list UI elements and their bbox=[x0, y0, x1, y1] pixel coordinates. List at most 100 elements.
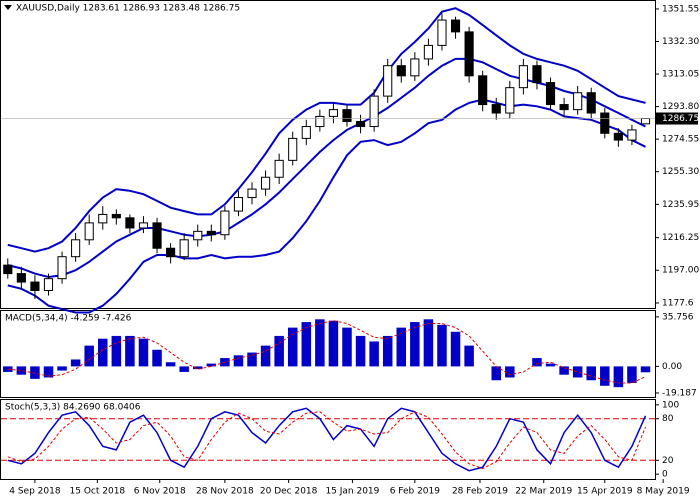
y-tick-label: 35.756 bbox=[662, 312, 694, 322]
candle-body bbox=[206, 230, 216, 236]
y-tick-label: 1313.05 bbox=[662, 70, 699, 80]
candle-body bbox=[247, 188, 257, 199]
macd-bar bbox=[382, 335, 393, 367]
macd-bar bbox=[165, 362, 176, 367]
macd-bar bbox=[98, 338, 108, 367]
main-title: XAUUSD,Daily 1283.61 1286.93 1283.48 128… bbox=[16, 4, 240, 14]
macd-bar bbox=[572, 366, 583, 378]
x-tick-label: 4 Sep 2018 bbox=[9, 487, 61, 497]
y-tick-label: 1255.30 bbox=[662, 167, 699, 177]
candle-body bbox=[166, 247, 176, 258]
y-tick-label: 1332.30 bbox=[662, 37, 699, 47]
line bbox=[7, 98, 646, 314]
candle-body bbox=[640, 118, 651, 125]
candle-body bbox=[355, 120, 366, 128]
macd-panel bbox=[0, 310, 656, 398]
y-tick-label: 1235.95 bbox=[662, 200, 699, 210]
x-tick-label: 22 Mar 2019 bbox=[515, 487, 572, 497]
y-tick-label: 1177.6 bbox=[662, 299, 694, 309]
candle-body bbox=[505, 87, 515, 114]
candle-body bbox=[559, 104, 569, 111]
y-tick-label: 20 bbox=[662, 456, 674, 466]
candle-body bbox=[84, 222, 94, 241]
macd-bar bbox=[84, 345, 94, 367]
y-tick-label: 1274.55 bbox=[662, 135, 699, 145]
macd-bar bbox=[423, 319, 434, 367]
line bbox=[7, 407, 647, 472]
x-tick-label: 15 Oct 2018 bbox=[70, 487, 126, 497]
candle-body bbox=[152, 222, 162, 249]
candle-body bbox=[16, 273, 26, 283]
x-tick-label: 28 Nov 2018 bbox=[196, 487, 254, 497]
candle-body bbox=[423, 44, 433, 60]
candle-body bbox=[437, 19, 447, 46]
stoch-title: Stoch(5,3,3) 84.2690 68.0406 bbox=[5, 403, 141, 413]
line bbox=[7, 57, 646, 279]
candle-body bbox=[30, 281, 40, 292]
macd-bar bbox=[600, 366, 610, 386]
candle-body bbox=[233, 197, 244, 212]
candle-body bbox=[478, 75, 488, 106]
candle-body bbox=[57, 256, 67, 280]
candle-body bbox=[125, 217, 135, 229]
x-tick-label: 15 Jan 2019 bbox=[325, 487, 379, 497]
candle-body bbox=[410, 58, 420, 77]
candle-body bbox=[71, 239, 81, 258]
macd-bar bbox=[532, 358, 542, 367]
macd-bar bbox=[464, 345, 474, 367]
macd-bar bbox=[396, 327, 407, 367]
x-tick-label: 15 Apr 2019 bbox=[577, 487, 633, 497]
macd-bar bbox=[410, 322, 420, 367]
candle-body bbox=[98, 213, 108, 224]
candle-body bbox=[138, 222, 149, 229]
candle-body bbox=[464, 31, 474, 77]
y-tick-label: 80 bbox=[662, 414, 674, 424]
line bbox=[7, 7, 646, 253]
price-label: 1286.75 bbox=[662, 114, 699, 124]
y-tick-label: 1351.55 bbox=[662, 4, 699, 14]
candle-body bbox=[491, 104, 501, 114]
y-tick-label: -19.187 bbox=[662, 388, 697, 398]
macd-bar bbox=[450, 331, 461, 367]
candle-body bbox=[342, 109, 352, 122]
line bbox=[7, 320, 646, 384]
candle-body bbox=[43, 278, 54, 292]
macd-bar bbox=[301, 322, 312, 367]
y-tick-label: 0 bbox=[662, 470, 668, 480]
macd-bar bbox=[287, 327, 298, 367]
macd-bar bbox=[369, 341, 379, 367]
candle-body bbox=[518, 65, 528, 89]
macd-bar bbox=[328, 320, 339, 367]
candle-body bbox=[450, 19, 461, 33]
candle-body bbox=[532, 65, 542, 84]
main-panel bbox=[0, 0, 656, 309]
macd-bar bbox=[206, 363, 217, 367]
macd-bar bbox=[247, 352, 257, 367]
macd-bar bbox=[43, 366, 54, 378]
macd-bar bbox=[342, 327, 352, 367]
candle-body bbox=[111, 213, 121, 219]
macd-bar bbox=[274, 335, 284, 367]
y-tick-label: 1216.25 bbox=[662, 233, 699, 243]
candle-body bbox=[545, 82, 556, 106]
x-tick-label: 6 Nov 2018 bbox=[134, 487, 186, 497]
candle-body bbox=[613, 132, 623, 141]
macd-bar bbox=[70, 359, 81, 367]
candle-body bbox=[288, 137, 298, 161]
macd-bar bbox=[111, 335, 122, 367]
price-box bbox=[656, 112, 698, 125]
candle-body bbox=[3, 264, 13, 275]
macd-bar bbox=[260, 345, 271, 367]
x-tick-label: 20 Dec 2018 bbox=[260, 487, 318, 497]
macd-bar bbox=[233, 355, 244, 367]
macd-bar bbox=[559, 366, 569, 375]
macd-bar bbox=[640, 366, 651, 373]
macd-bar bbox=[16, 366, 27, 375]
macd-bar bbox=[152, 349, 162, 367]
macd-bar bbox=[138, 338, 149, 367]
candle-body bbox=[328, 109, 338, 117]
x-tick-label: 28 Feb 2019 bbox=[452, 487, 508, 497]
macd-bar bbox=[491, 366, 501, 381]
